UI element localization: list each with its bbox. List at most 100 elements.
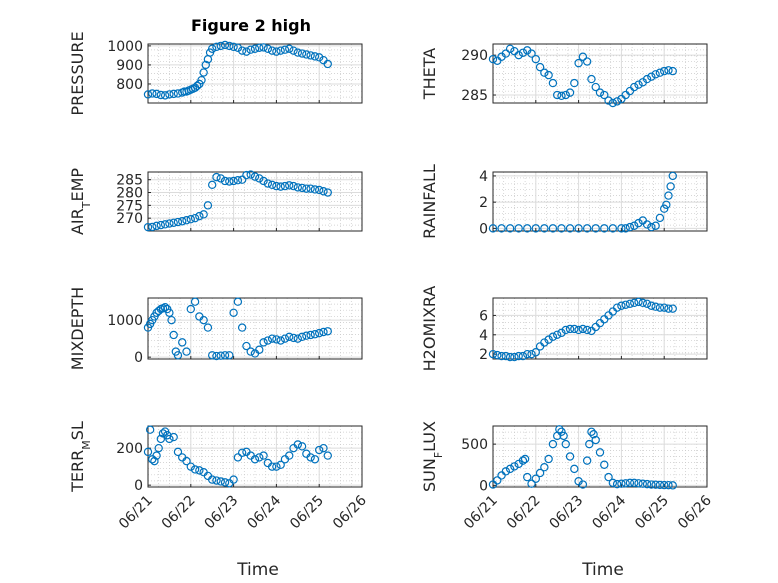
data-point <box>293 48 302 57</box>
data-point <box>150 456 159 466</box>
y-tick-label: 0 <box>134 478 143 494</box>
data-point <box>505 44 515 53</box>
y-tick-label: 0 <box>134 350 143 366</box>
data-point <box>574 325 583 335</box>
data-point <box>604 96 613 105</box>
data-point <box>527 349 536 359</box>
data-point <box>310 455 320 464</box>
data-point <box>315 185 324 195</box>
data-point <box>630 221 639 230</box>
subplot-8: 0 500 06/21 06/22 06/23 06/24 06/25 06/26 SUNFLU… <box>420 421 715 580</box>
data-point <box>323 59 332 69</box>
data-point <box>267 462 277 471</box>
data-point <box>642 479 652 489</box>
data-point <box>544 70 553 80</box>
data-point <box>647 480 656 489</box>
y-tick-label: 1000 <box>107 313 143 329</box>
data-point <box>289 46 298 55</box>
data-point <box>565 324 575 334</box>
x-axis-label: Time <box>581 560 624 580</box>
data-point <box>651 221 660 230</box>
data-point <box>488 349 498 359</box>
data-point <box>143 447 153 457</box>
data-point <box>608 224 618 233</box>
data-point <box>165 308 174 317</box>
data-point <box>557 427 566 436</box>
data-point <box>293 334 302 343</box>
y-tick-label: 285 <box>461 88 488 104</box>
data-point <box>246 170 255 179</box>
data-point <box>297 183 307 193</box>
data-point <box>263 179 273 188</box>
data-point <box>315 445 324 455</box>
data-point <box>156 220 166 230</box>
data-point <box>237 46 247 55</box>
data-point <box>293 183 302 192</box>
data-point <box>647 301 656 310</box>
data-point <box>565 452 575 461</box>
data-point <box>523 349 532 359</box>
data-point <box>501 351 511 361</box>
data-point <box>259 43 268 52</box>
data-point <box>561 439 570 449</box>
subplot-4: 0 2 4 RAINFALL <box>420 164 708 239</box>
data-point <box>642 299 652 309</box>
data-point <box>668 66 677 76</box>
data-point <box>535 468 545 478</box>
data-point <box>642 220 652 229</box>
y-tick-label: 2 <box>479 195 488 211</box>
axes-box <box>492 425 708 488</box>
data-point <box>154 443 163 453</box>
data-point <box>246 45 255 54</box>
data-point <box>664 304 673 313</box>
data-point <box>595 88 605 97</box>
data-point <box>280 334 290 343</box>
data-point <box>154 306 163 316</box>
data-point <box>582 325 592 335</box>
data-point <box>178 217 187 226</box>
data-point <box>297 49 307 58</box>
data-point <box>169 432 178 442</box>
data-point <box>553 90 562 100</box>
data-point <box>250 44 260 53</box>
data-point <box>195 211 204 221</box>
data-point <box>578 52 588 61</box>
data-point <box>212 476 221 485</box>
data-point <box>280 45 290 54</box>
data-point <box>259 338 268 347</box>
data-point <box>242 341 251 351</box>
data-point <box>216 351 225 360</box>
data-point <box>548 224 558 233</box>
data-point <box>595 448 605 457</box>
data-point <box>561 90 570 100</box>
data-point <box>647 72 656 81</box>
y-tick-label: 280 <box>116 186 143 202</box>
data-point <box>660 66 669 76</box>
data-point <box>604 472 613 482</box>
data-point <box>310 52 320 61</box>
data-point <box>229 42 238 52</box>
data-point <box>186 462 195 471</box>
data-point <box>544 454 553 464</box>
data-point <box>501 49 511 58</box>
data-point <box>156 90 166 100</box>
data-point <box>655 68 665 77</box>
data-point <box>587 74 596 84</box>
data-point <box>666 182 675 191</box>
axes-box <box>492 43 708 104</box>
data-point <box>167 315 176 325</box>
data-point <box>302 50 311 59</box>
data-point <box>285 332 294 342</box>
data-point <box>630 298 639 308</box>
data-point <box>668 171 677 181</box>
data-point <box>612 303 622 312</box>
data-point <box>148 222 157 232</box>
data-point <box>220 40 230 50</box>
data-point <box>608 98 618 108</box>
data-point <box>555 425 564 434</box>
data-point <box>182 456 191 466</box>
data-point <box>323 188 332 197</box>
data-point <box>165 219 174 228</box>
data-point <box>514 351 523 361</box>
y-axis-label: MIXDEPTH <box>68 287 87 370</box>
